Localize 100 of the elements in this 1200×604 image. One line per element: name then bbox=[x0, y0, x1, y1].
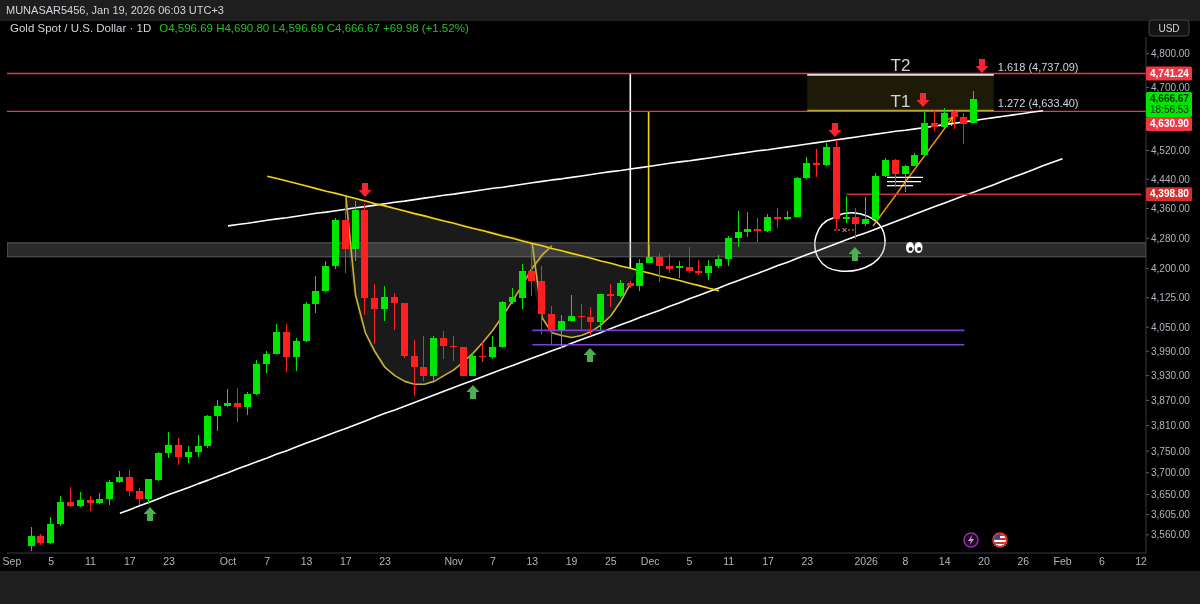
candlestick bbox=[666, 253, 673, 274]
candlestick bbox=[67, 486, 74, 508]
y-tick-label: 4,700.00 bbox=[1151, 82, 1191, 94]
y-tick-label: 3,990.00 bbox=[1151, 345, 1191, 357]
x-tick-label: Dec bbox=[640, 555, 660, 568]
candlestick bbox=[175, 437, 182, 466]
x-tick-label: Nov bbox=[444, 555, 464, 568]
text: 4,666.67 bbox=[1150, 93, 1190, 105]
y-tick-label: 4,200.00 bbox=[1151, 263, 1191, 275]
candlestick bbox=[391, 292, 398, 331]
x-tick-label: 17 bbox=[123, 555, 136, 568]
candlestick bbox=[28, 526, 35, 552]
chart-subtitle: O4,596.69 H4,690.80 L4,596.69 C4,666.67 +69.98 (+1.52%) bbox=[159, 22, 469, 34]
x-tick-label: 11 bbox=[723, 555, 735, 568]
candlestick bbox=[852, 207, 859, 241]
x-tick-label: 20 bbox=[978, 555, 990, 568]
ref-line-label: 4,741.24 bbox=[1150, 67, 1190, 79]
x-tick-label: 26 bbox=[1017, 555, 1030, 568]
candlestick bbox=[126, 469, 133, 497]
x-tick-label: 14 bbox=[938, 555, 951, 568]
x-tick-label: Oct bbox=[219, 555, 237, 568]
chart-title: Gold Spot / U.S. Dollar · 1D bbox=[10, 22, 152, 34]
x-tick-label: Feb bbox=[1053, 555, 1072, 568]
x-tick-label: 23 bbox=[379, 555, 392, 568]
x-tick-label: 17 bbox=[762, 555, 774, 568]
candlestick bbox=[803, 156, 810, 180]
x-tick-label: 5 bbox=[686, 555, 693, 568]
y-tick-label: 4,360.00 bbox=[1151, 203, 1191, 215]
candlestick bbox=[440, 330, 447, 360]
candlestick bbox=[882, 157, 889, 178]
y-tick-label: 4,280.00 bbox=[1151, 232, 1191, 244]
y-tick-label: 4,520.00 bbox=[1151, 144, 1191, 156]
text: MUNASAR5456, Jan 19, 2026 06:03 UTC+3 bbox=[6, 4, 224, 16]
candlestick bbox=[234, 387, 241, 423]
candlestick bbox=[705, 259, 712, 281]
candlestick bbox=[823, 142, 830, 167]
candlestick bbox=[587, 306, 594, 337]
y-tick-label: 3,750.00 bbox=[1151, 445, 1191, 457]
candlestick bbox=[754, 217, 761, 243]
candlestick bbox=[725, 235, 732, 267]
x-tick-label: 17 bbox=[339, 555, 352, 568]
candlestick bbox=[578, 303, 585, 331]
candlestick bbox=[263, 350, 270, 374]
x-tick-label: 5 bbox=[48, 555, 55, 568]
candlestick bbox=[558, 314, 565, 349]
candlestick bbox=[165, 431, 172, 459]
x-tick-label: Sep bbox=[2, 555, 22, 568]
y-tick-label: 4,050.00 bbox=[1151, 321, 1191, 333]
x-tick-label: 6 bbox=[1098, 555, 1105, 568]
x-tick-label: 19 bbox=[565, 555, 578, 568]
candlestick bbox=[528, 250, 535, 298]
candlestick bbox=[381, 285, 388, 322]
candlestick bbox=[195, 434, 202, 458]
candlestick bbox=[145, 478, 152, 505]
annotation: 4,398.80 bbox=[1150, 188, 1190, 200]
y-tick-label: 3,930.00 bbox=[1151, 370, 1191, 382]
y-tick-label: 3,870.00 bbox=[1151, 394, 1191, 406]
candlestick bbox=[902, 164, 909, 193]
candlestick bbox=[106, 479, 113, 506]
y-tick-label: 3,700.00 bbox=[1151, 467, 1191, 479]
x-tick-label: 23 bbox=[163, 555, 176, 568]
y-tick-label: 3,605.00 bbox=[1151, 509, 1191, 521]
annotation: T2 bbox=[890, 55, 911, 75]
x-tick-label: 7 bbox=[490, 555, 497, 568]
candlestick bbox=[489, 335, 496, 360]
candlestick bbox=[548, 305, 555, 345]
x-tick-label: 2026 bbox=[854, 555, 878, 568]
ref-line-label: 4,630.90 bbox=[1150, 118, 1190, 130]
candlestick bbox=[411, 339, 418, 397]
candlestick bbox=[636, 258, 643, 292]
x-tick-label: 13 bbox=[526, 555, 539, 568]
candlestick bbox=[951, 109, 958, 130]
candlestick bbox=[892, 158, 899, 188]
x-tick-label: 13 bbox=[300, 555, 313, 568]
annotation: T1 bbox=[890, 91, 911, 111]
candlestick bbox=[960, 112, 967, 145]
candlestick bbox=[47, 516, 54, 545]
y-tick-label: 3,560.00 bbox=[1151, 529, 1191, 541]
annotation: 1.272 (4,633.40) bbox=[997, 96, 1079, 109]
candlestick bbox=[941, 107, 948, 129]
x-tick-label: 11 bbox=[85, 555, 97, 568]
y-tick-label: 3,650.00 bbox=[1151, 489, 1191, 501]
candlestick bbox=[656, 252, 663, 283]
candlestick bbox=[273, 323, 280, 356]
y-tick-label: 4,800.00 bbox=[1151, 48, 1191, 60]
annotation: 1.618 (4,737.09) bbox=[997, 60, 1079, 73]
candlestick bbox=[312, 275, 319, 314]
y-tick-label: 4,440.00 bbox=[1151, 173, 1191, 185]
x-tick-label: 23 bbox=[801, 555, 814, 568]
candlestick bbox=[293, 337, 300, 372]
candlestick bbox=[371, 283, 378, 345]
candlestick bbox=[862, 196, 869, 227]
candlestick bbox=[214, 398, 221, 432]
line-series bbox=[119, 157, 1064, 515]
text: 18:56:53 bbox=[1150, 104, 1190, 116]
candlestick bbox=[420, 334, 427, 382]
candlestick bbox=[57, 495, 64, 527]
candlestick bbox=[686, 246, 693, 274]
x-tick-label: 25 bbox=[605, 555, 617, 568]
candlestick bbox=[244, 391, 251, 416]
